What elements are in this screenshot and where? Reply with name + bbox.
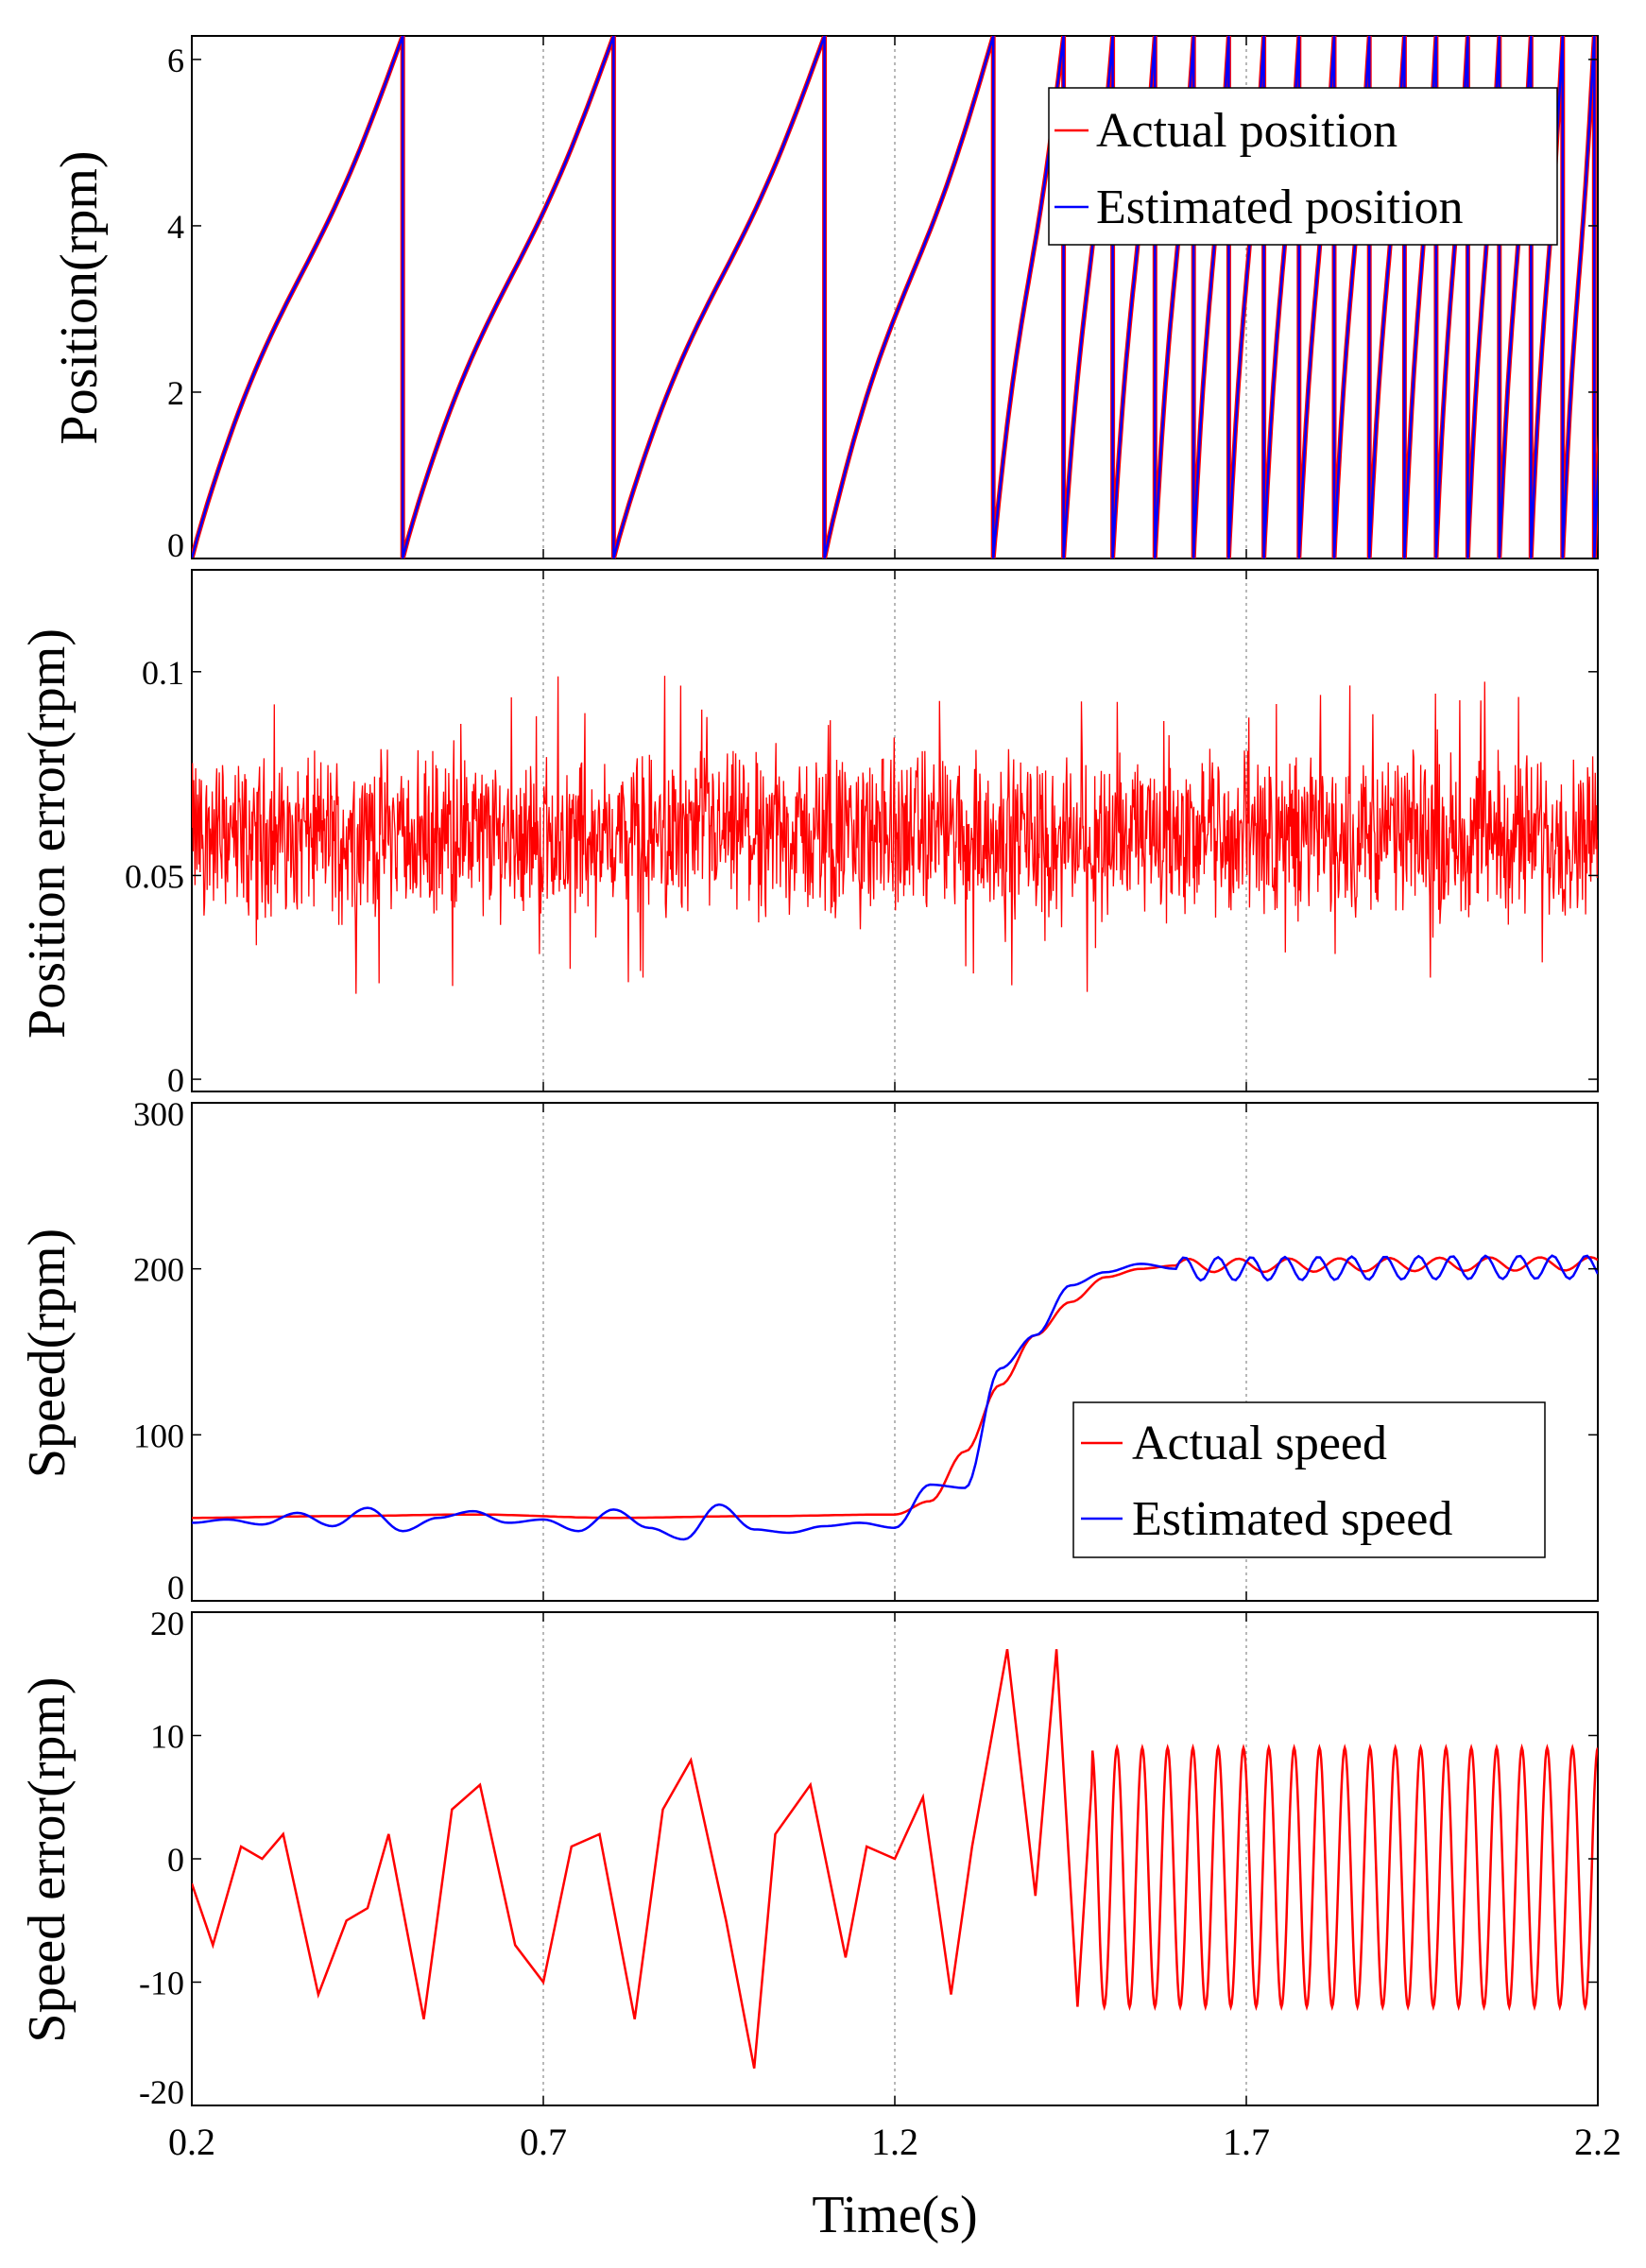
legend-label-actual-speed: Actual speed [1132,1417,1387,1470]
speed-error-xlabel: Time(s) [812,2186,977,2244]
y-tick-label: 0 [167,1569,184,1606]
y-tick-label: 10 [150,1718,184,1756]
x-tick-label: 2.2 [1574,2121,1621,2163]
series-line-position-error [192,676,1598,994]
x-tick-label: 0.7 [520,2121,567,2163]
y-tick-label: 20 [150,1605,184,1642]
speed-error-panel: -20 -10 0 10 20 0.2 0.7 1.2 1.7 2.2 Speed error(… [18,1605,1621,2244]
y-tick-label: 6 [167,42,184,79]
position-panel: 0 2 4 6 Position(rpm) Actual position Estim… [50,35,1599,564]
speed-ylabel: Speed(rpm) [18,1228,77,1478]
y-tick-label: 0.05 [125,857,184,895]
legend-label-actual-position: Actual position [1096,104,1397,158]
y-tick-label: 300 [133,1095,184,1133]
position-error-panel: 0 0.05 0.1 Position error(rpm) [18,569,1599,1099]
speed-error-yticks: -20 -10 0 10 20 [139,1605,1598,2111]
speed-yticks: 0 100 200 300 [133,1095,1598,1606]
position-error-ylabel: Position error(rpm) [18,628,77,1039]
y-tick-label: 100 [133,1417,184,1454]
position-ylabel: Position(rpm) [50,150,109,444]
legend-label-estimated-position: Estimated position [1096,180,1464,234]
position-error-traces [192,676,1598,994]
x-tick-label: 1.7 [1223,2121,1270,2163]
series-line-actual-speed [192,1256,1598,1520]
y-tick-label: 4 [167,208,184,246]
legend-label-estimated-speed: Estimated speed [1132,1492,1452,1546]
y-tick-label: 200 [133,1251,184,1289]
speed-grid [191,1103,1599,1601]
y-tick-label: -20 [139,2073,184,2111]
speed-traces [192,1254,1598,1541]
series-line-estimated-position [192,36,1598,558]
series-line-estimated-speed [192,1254,1598,1541]
position-error-yticks: 0 0.05 0.1 [125,654,1598,1099]
position-traces [192,36,1598,558]
y-tick-label: 2 [167,374,184,412]
speed-legend: Actual speed Estimated speed [1072,1401,1546,1558]
x-tick-label: 1.2 [871,2121,918,2163]
y-tick-label: 0 [167,1841,184,1879]
position-legend-box [1048,87,1558,246]
y-tick-label: 0.1 [142,654,184,692]
position-legend: Actual position Estimated position [1048,87,1558,246]
y-tick-label: -10 [139,1965,184,2002]
speed-error-ylabel: Speed error(rpm) [18,1676,77,2042]
y-tick-label: 0 [167,1061,184,1099]
x-tick-label: 0.2 [168,2121,215,2163]
speed-legend-box [1072,1401,1546,1558]
position-yticks: 0 2 4 6 [167,42,1598,564]
y-tick-label: 0 [167,526,184,564]
speed-error-traces [192,1648,1598,2070]
speed-panel: 0 100 200 300 Speed(rpm) Actual speed Estim… [18,1095,1599,1606]
speed-error-xticks: 0.2 0.7 1.2 1.7 2.2 [168,2121,1621,2163]
series-line-speed-error [192,1648,1598,2070]
